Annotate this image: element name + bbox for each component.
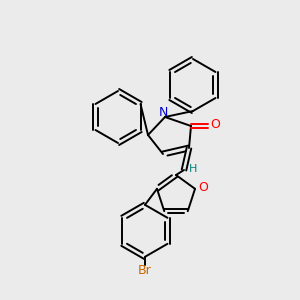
Text: N: N <box>158 106 168 119</box>
Text: O: O <box>210 118 220 131</box>
Text: Br: Br <box>138 264 152 277</box>
Text: O: O <box>198 181 208 194</box>
Text: H: H <box>189 164 197 174</box>
